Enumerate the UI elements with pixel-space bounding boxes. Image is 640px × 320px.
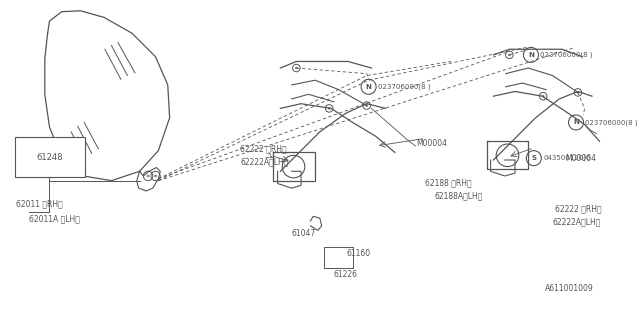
Circle shape: [365, 104, 368, 107]
Text: 62222A〈LH〉: 62222A〈LH〉: [553, 218, 602, 227]
Text: 043506120(6: 043506120(6: [543, 155, 591, 161]
Circle shape: [577, 91, 579, 94]
Text: N: N: [528, 52, 534, 58]
Circle shape: [328, 107, 331, 110]
FancyBboxPatch shape: [324, 247, 353, 268]
Circle shape: [295, 67, 298, 69]
Text: 62222A〈LH〉: 62222A〈LH〉: [240, 157, 289, 166]
Text: 62188A〈LH〉: 62188A〈LH〉: [435, 191, 483, 200]
Text: A611001009: A611001009: [545, 284, 594, 293]
Text: 62011A 〈LH〉: 62011A 〈LH〉: [29, 215, 80, 224]
Text: 62011 〈RH〉: 62011 〈RH〉: [16, 200, 63, 209]
Text: N: N: [365, 84, 372, 90]
Circle shape: [508, 53, 511, 56]
Text: 61047: 61047: [292, 229, 316, 238]
Circle shape: [542, 95, 545, 98]
Text: 023706000(8 ): 023706000(8 ): [586, 119, 638, 126]
FancyBboxPatch shape: [15, 138, 85, 177]
Text: 62188 〈RH〉: 62188 〈RH〉: [425, 178, 472, 187]
Text: 61248: 61248: [36, 153, 63, 162]
Text: 61160: 61160: [346, 249, 370, 258]
Text: 62222 〈RH〉: 62222 〈RH〉: [240, 144, 287, 153]
Text: M00004: M00004: [417, 139, 447, 148]
Text: 62222 〈RH〉: 62222 〈RH〉: [555, 204, 602, 213]
Text: S: S: [531, 155, 536, 161]
Text: 023706000(8 ): 023706000(8 ): [378, 84, 431, 90]
Text: 61226: 61226: [334, 270, 358, 279]
Text: M00004: M00004: [566, 154, 596, 163]
Text: N: N: [573, 119, 579, 125]
Circle shape: [147, 174, 150, 177]
Text: 023706000(8 ): 023706000(8 ): [540, 52, 593, 58]
Circle shape: [154, 174, 157, 177]
